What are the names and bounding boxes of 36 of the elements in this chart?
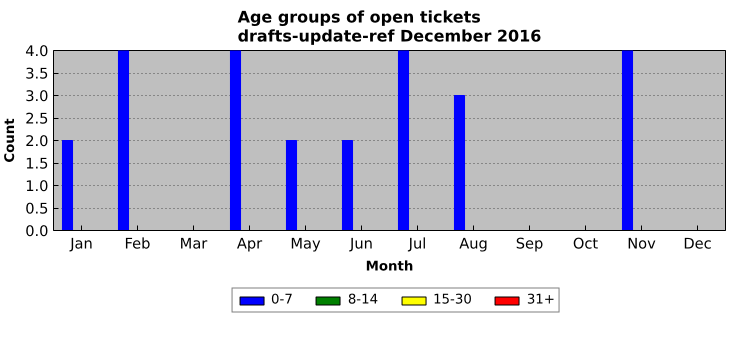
y-axis-title: Count [3,118,18,163]
x-tick-label: Mar [180,236,208,252]
x-tick-label: Apr [236,236,264,252]
y-tick-label: 3.5 [25,66,49,82]
bar [286,140,298,230]
x-tick-label: Aug [459,236,488,252]
x-tick-label: Dec [683,236,712,252]
y-tick-label: 2.5 [25,110,49,128]
legend-label: 0-7 [271,292,293,308]
bar [118,50,130,230]
x-tick-label: May [290,236,321,252]
x-tick-label: Jan [69,236,93,252]
chart-title: Age groups of open tickets drafts-update-ref December 2016 [238,8,542,46]
x-tick-label: Feb [124,236,150,252]
legend-label: 15-30 [433,292,472,308]
x-tick-label: Jul [408,236,426,252]
bar [230,50,242,230]
y-tick-label: 3.0 [25,88,49,105]
bar [342,140,354,230]
y-tick-label: 4.0 [25,43,49,60]
x-tick-label: Nov [627,236,656,252]
legend-label: 8-14 [348,292,378,308]
x-tick-label: Jun [349,236,373,252]
x-tick-label: Sep [516,236,544,252]
y-tick-label: 1.0 [25,178,49,195]
legend-label: 31+ [526,292,555,308]
bar [398,50,410,230]
y-tick-label: 2.0 [25,133,49,150]
bar [62,140,74,230]
x-axis-title: Month [366,260,414,274]
bar [622,50,634,230]
y-tick-label: 1.5 [25,156,49,172]
x-tick-label: Oct [572,236,598,252]
y-tick-label: 0.0 [25,223,49,240]
y-tick-label: 0.5 [25,200,49,218]
bar [454,95,466,230]
